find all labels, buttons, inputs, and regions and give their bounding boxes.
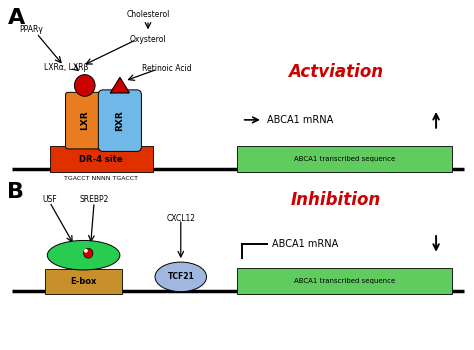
- FancyBboxPatch shape: [45, 269, 122, 294]
- Ellipse shape: [47, 240, 120, 270]
- Text: Inhibition: Inhibition: [290, 191, 381, 209]
- Ellipse shape: [155, 262, 207, 292]
- Circle shape: [84, 249, 88, 253]
- Text: A: A: [8, 8, 25, 28]
- Text: LXRα, LXRβ: LXRα, LXRβ: [44, 63, 88, 72]
- Text: TCF21: TCF21: [167, 272, 194, 281]
- Text: Retinoic Acid: Retinoic Acid: [142, 64, 191, 73]
- Text: B: B: [8, 182, 25, 202]
- Text: CXCL12: CXCL12: [166, 214, 195, 223]
- Text: ABCA1 mRNA: ABCA1 mRNA: [272, 239, 338, 249]
- Text: ABCA1 transcribed sequence: ABCA1 transcribed sequence: [294, 278, 395, 284]
- Text: SREBP2: SREBP2: [80, 195, 109, 204]
- Text: RXR: RXR: [115, 110, 124, 131]
- Text: USF: USF: [42, 195, 57, 204]
- Text: Cholesterol: Cholesterol: [126, 10, 170, 19]
- Text: Actviation: Actviation: [288, 63, 383, 80]
- FancyBboxPatch shape: [50, 146, 153, 172]
- Text: Oxysterol: Oxysterol: [130, 35, 166, 44]
- Text: E-box: E-box: [71, 277, 97, 286]
- Text: ABCA1 mRNA: ABCA1 mRNA: [267, 115, 334, 125]
- Text: PPARγ: PPARγ: [19, 25, 43, 34]
- Circle shape: [74, 75, 95, 96]
- FancyBboxPatch shape: [98, 90, 141, 152]
- FancyBboxPatch shape: [65, 92, 104, 149]
- Text: LXR: LXR: [80, 111, 89, 131]
- Text: TGACCT NNNN TGACCT: TGACCT NNNN TGACCT: [64, 176, 138, 181]
- Polygon shape: [110, 78, 129, 93]
- FancyBboxPatch shape: [237, 146, 453, 172]
- Text: DR-4 site: DR-4 site: [79, 155, 123, 164]
- Circle shape: [83, 248, 93, 258]
- Text: ABCA1 transcribed sequence: ABCA1 transcribed sequence: [294, 156, 395, 162]
- FancyBboxPatch shape: [237, 268, 453, 294]
